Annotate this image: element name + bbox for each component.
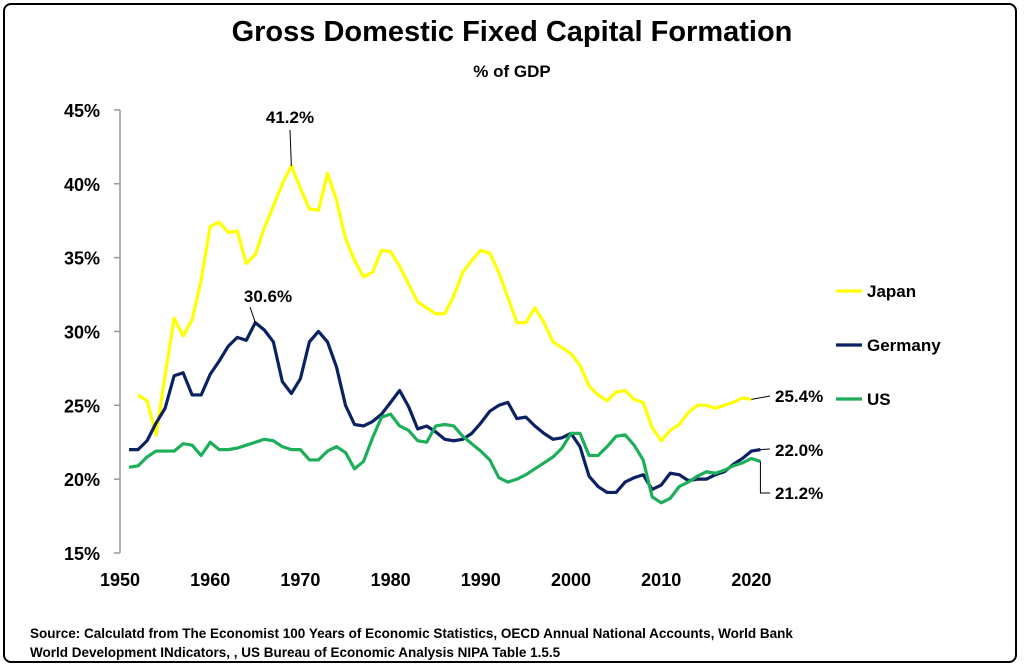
annotation-label: 22.0% (775, 441, 823, 460)
y-tick-label: 20% (64, 470, 100, 490)
annotation-leader (751, 395, 771, 400)
x-tick-label: 1950 (100, 570, 140, 590)
annotation-label: 25.4% (775, 387, 823, 406)
x-tick-label: 1960 (190, 570, 230, 590)
x-tick-label: 1990 (461, 570, 501, 590)
legend-label-us: US (867, 390, 891, 409)
y-tick-label: 25% (64, 396, 100, 416)
chart-title: Gross Domestic Fixed Capital Formation (231, 16, 793, 48)
annotation-leader (759, 461, 770, 494)
x-tick-label: 1980 (371, 570, 411, 590)
y-tick-label: 35% (64, 249, 100, 269)
legend-label-germany: Germany (867, 336, 941, 355)
annotation-label: 21.2% (775, 484, 823, 503)
annotation-leader (249, 306, 256, 323)
y-tick-label: 30% (64, 322, 100, 342)
x-tick-label: 2010 (641, 570, 681, 590)
series-line-germany (129, 320, 761, 495)
series-line-us (128, 412, 761, 505)
series-line-japan (137, 164, 752, 443)
x-tick-label: 1970 (280, 570, 320, 590)
y-tick-label: 45% (64, 101, 100, 121)
y-tick-label: 40% (64, 175, 100, 195)
annotation-label: 30.6% (244, 287, 292, 306)
annotation-leader (760, 448, 771, 451)
x-tick-label: 2000 (551, 570, 591, 590)
legend-label-japan: Japan (867, 282, 916, 301)
chart-subtitle: % of GDP (473, 62, 551, 81)
chart-frame (3, 3, 1017, 663)
y-tick-label: 15% (64, 544, 100, 564)
x-tick-label: 2020 (731, 570, 771, 590)
annotation-leader (289, 129, 292, 167)
source-note: Source: Calculatd from The Economist 100… (30, 626, 793, 660)
annotation-label: 41.2% (266, 108, 314, 127)
